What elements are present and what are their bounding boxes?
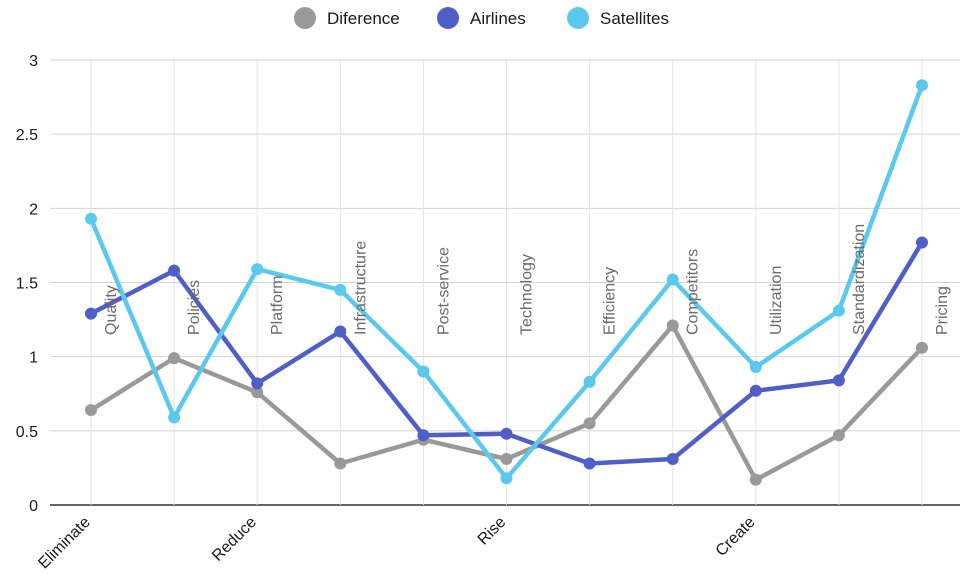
data-point: [916, 341, 928, 354]
data-point: [583, 375, 596, 388]
data-point: [583, 457, 596, 470]
data-point: [916, 236, 928, 249]
data-point: [251, 386, 264, 399]
x-group-label: Reduce: [209, 514, 260, 565]
data-point: [417, 365, 430, 378]
legend-marker: [294, 7, 316, 29]
category-label: Efficiency: [602, 267, 619, 335]
x-group-label: Rise: [475, 514, 510, 549]
data-point: [168, 264, 181, 277]
data-point: [583, 417, 596, 430]
data-point: [500, 427, 513, 440]
category-label: Standardization: [851, 224, 868, 335]
series-airlines: [85, 236, 928, 470]
category-label: Infrastructure: [352, 241, 369, 335]
data-point: [749, 473, 762, 486]
data-point: [85, 212, 97, 225]
y-tick-label: 1.5: [16, 276, 38, 293]
category-label: Technology: [519, 254, 536, 335]
y-tick-label: 3: [29, 53, 38, 70]
y-tick-label: 2.5: [16, 127, 38, 144]
data-point: [832, 429, 845, 442]
category-label: Pricing: [934, 286, 951, 335]
legend-marker: [437, 7, 459, 29]
y-tick-label: 0: [29, 498, 38, 515]
legend-marker: [567, 7, 589, 29]
category-label: Post-service: [435, 247, 452, 335]
data-point: [168, 411, 181, 424]
data-point: [85, 404, 97, 417]
data-point: [832, 304, 845, 317]
data-point: [334, 457, 347, 470]
data-point: [832, 374, 845, 387]
data-point: [85, 307, 97, 320]
data-point: [749, 384, 762, 397]
data-point: [749, 361, 762, 374]
series-lines: [85, 79, 928, 486]
data-point: [500, 472, 513, 485]
series-diference: [85, 319, 928, 486]
y-tick-label: 2: [29, 201, 38, 218]
y-tick-label: 1: [29, 350, 38, 367]
gridlines: [50, 59, 960, 506]
data-point: [251, 263, 264, 276]
legend-label: Airlines: [470, 9, 526, 28]
category-label: Utilization: [768, 266, 785, 335]
series-satellites: [85, 79, 928, 485]
legend: Diference Airlines Satellites: [294, 7, 669, 29]
x-axis: Eliminate Reduce Rise Create: [35, 514, 758, 573]
category-label: Policies: [186, 280, 203, 335]
y-axis: 0 0.5 1 1.5 2 2.5 3: [16, 53, 38, 515]
data-point: [916, 79, 928, 92]
x-group-label: Eliminate: [35, 514, 94, 573]
x-group-label: Create: [713, 514, 759, 560]
data-point: [334, 283, 347, 296]
category-label: Platform: [269, 275, 286, 335]
data-point: [500, 453, 513, 466]
category-labels: Quality Policies Platform Infrastructure Pos…: [103, 224, 951, 335]
data-point: [666, 319, 679, 332]
data-point: [334, 325, 347, 338]
category-label: Quality: [103, 285, 120, 335]
data-point: [417, 429, 430, 442]
data-point: [666, 273, 679, 286]
category-label: Competitors: [685, 249, 702, 335]
y-tick-label: 0.5: [16, 424, 38, 441]
data-point: [251, 377, 264, 390]
data-point: [168, 352, 181, 365]
data-point: [666, 453, 679, 466]
legend-label: Diference: [327, 9, 400, 28]
legend-label: Satellites: [600, 9, 669, 28]
